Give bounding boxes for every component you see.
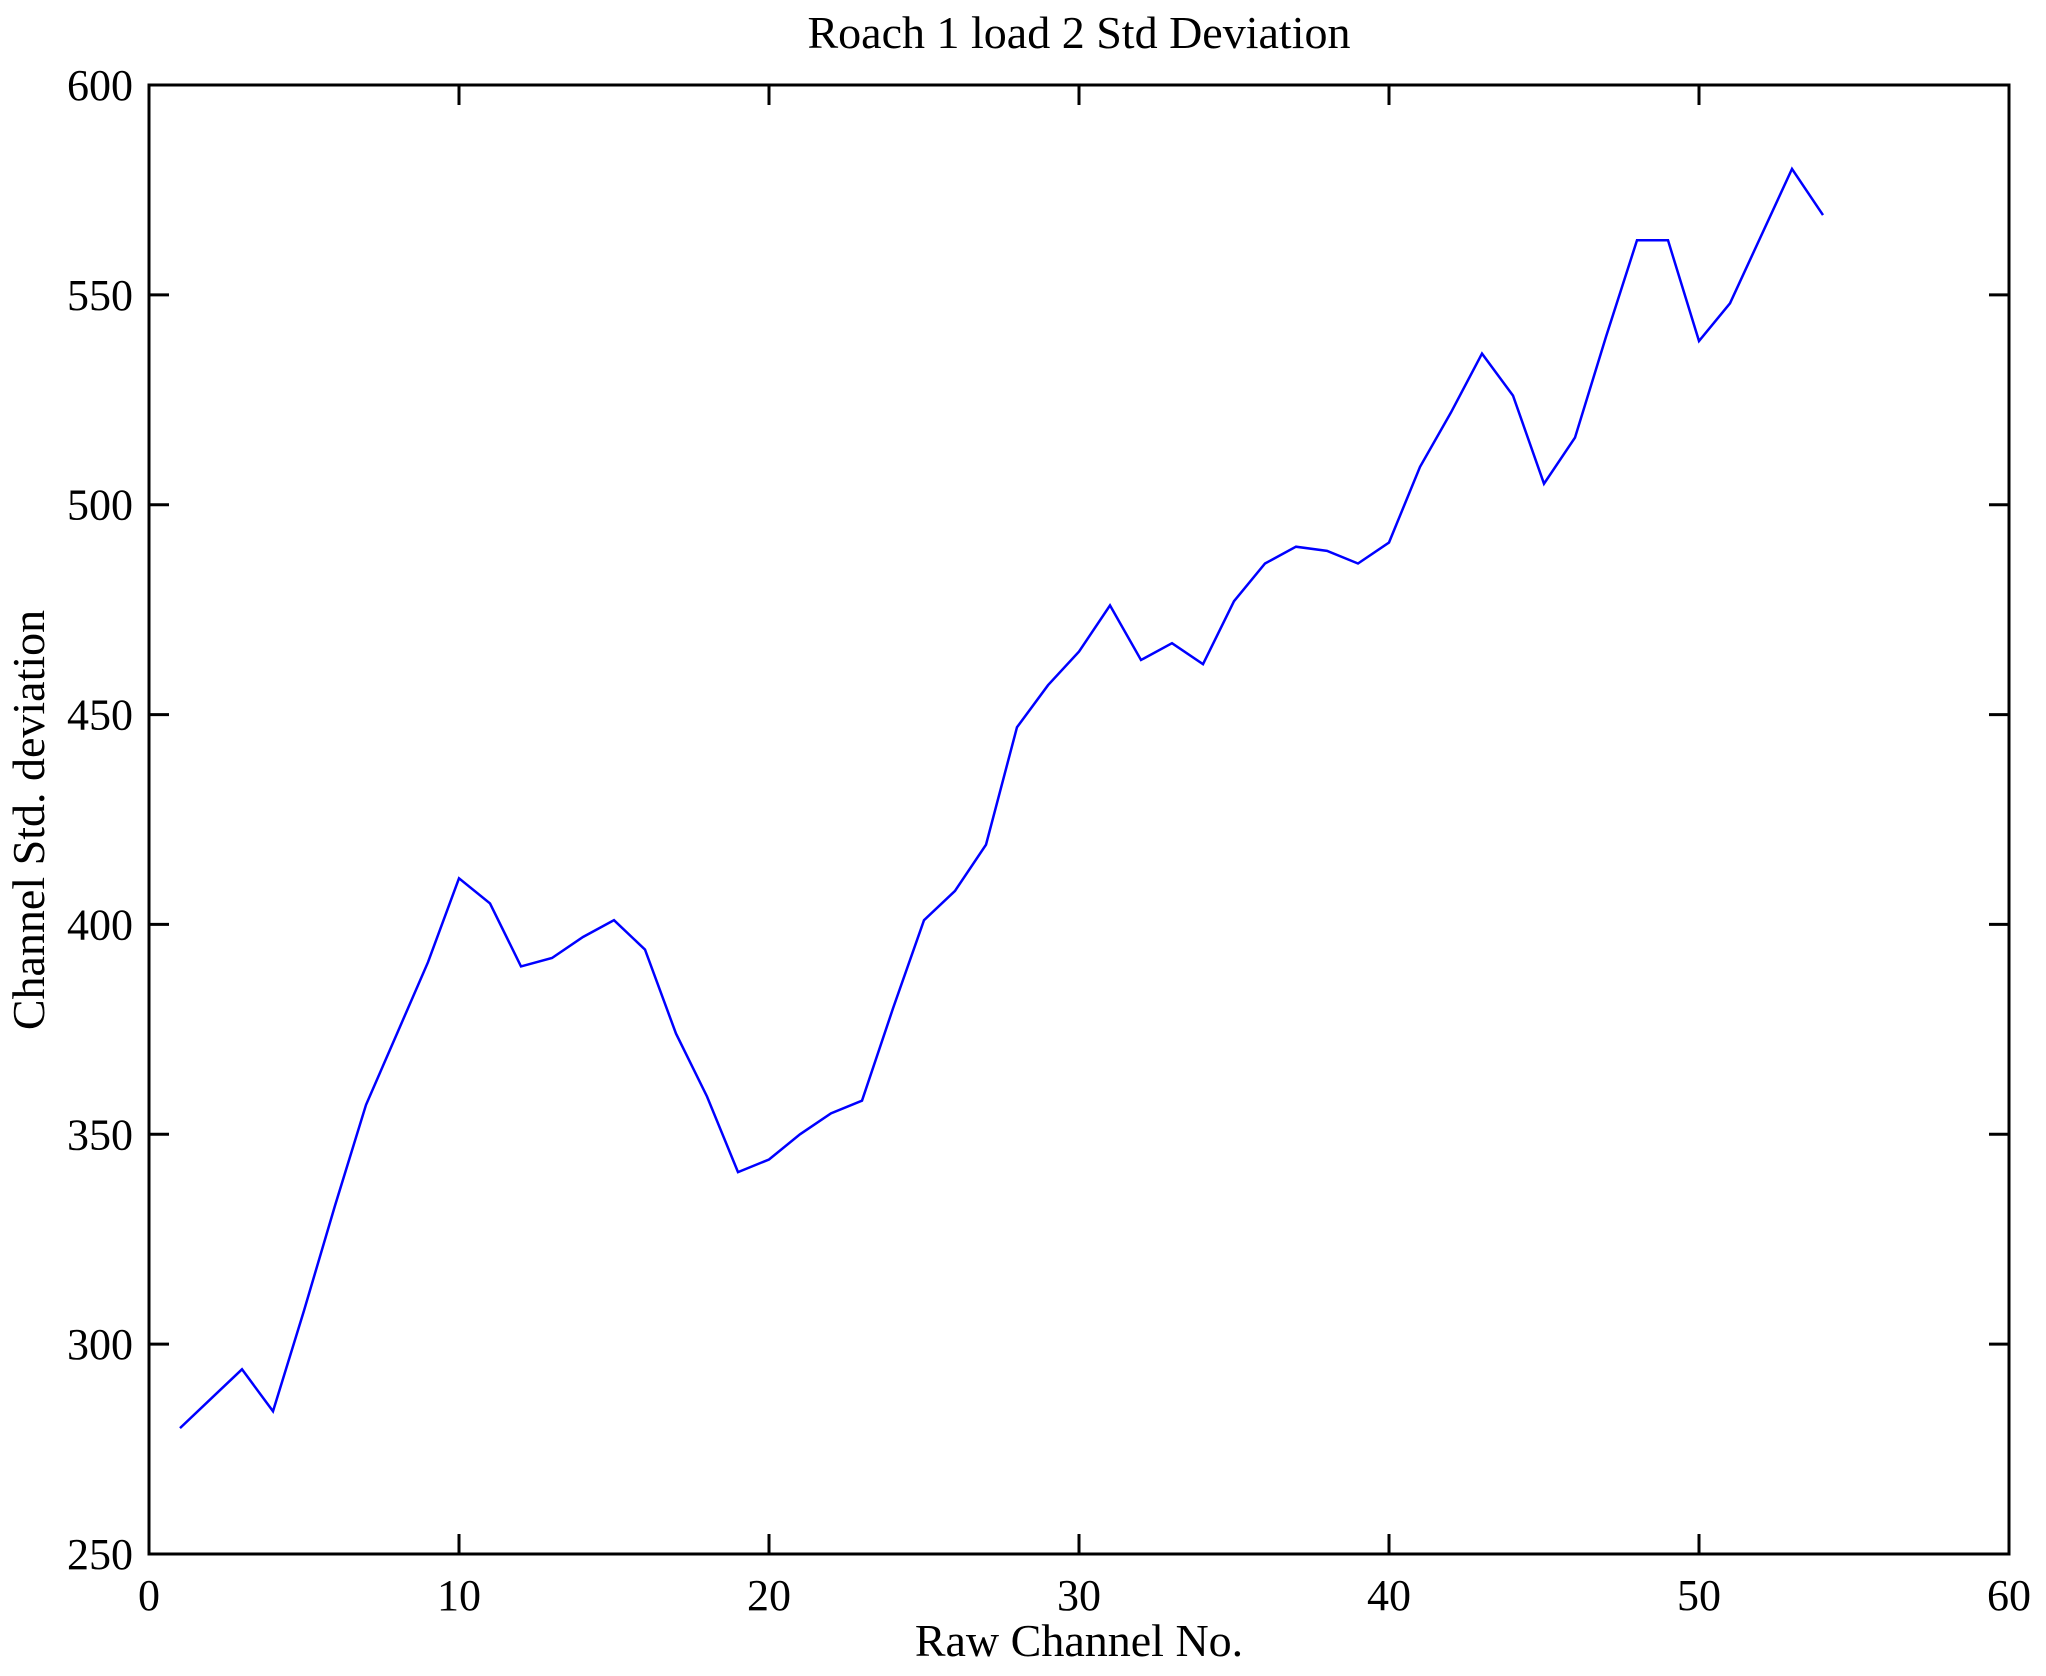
- x-tick-label: 60: [1987, 1571, 2031, 1620]
- y-tick-label: 600: [67, 61, 133, 110]
- y-tick-label: 450: [67, 691, 133, 740]
- x-tick-label: 40: [1367, 1571, 1411, 1620]
- x-tick-labels: 0 10 20 30 40 50 60: [138, 1571, 2031, 1620]
- y-tick-labels: 250 300 350 400 450 500 550 600: [67, 61, 133, 1579]
- y-tick-label: 350: [67, 1110, 133, 1159]
- y-axis-label: Channel Std. deviation: [3, 610, 54, 1030]
- x-tick-label: 30: [1057, 1571, 1101, 1620]
- y-tick-label: 300: [67, 1320, 133, 1369]
- x-tick-label: 10: [437, 1571, 481, 1620]
- x-axis-label: Raw Channel No.: [915, 1615, 1243, 1666]
- y-tick-label: 550: [67, 271, 133, 320]
- x-tick-label: 50: [1677, 1571, 1721, 1620]
- y-tick-label: 250: [67, 1530, 133, 1579]
- chart-title: Roach 1 load 2 Std Deviation: [808, 7, 1351, 58]
- y-tick-label: 400: [67, 900, 133, 949]
- y-ticks: [149, 83, 2009, 1556]
- x-tick-label: 0: [138, 1571, 160, 1620]
- plot-area: [147, 83, 2011, 1556]
- x-tick-label: 20: [747, 1571, 791, 1620]
- y-tick-label: 500: [67, 481, 133, 530]
- data-series-line: [179, 166, 1825, 1430]
- x-ticks: [147, 85, 2011, 1554]
